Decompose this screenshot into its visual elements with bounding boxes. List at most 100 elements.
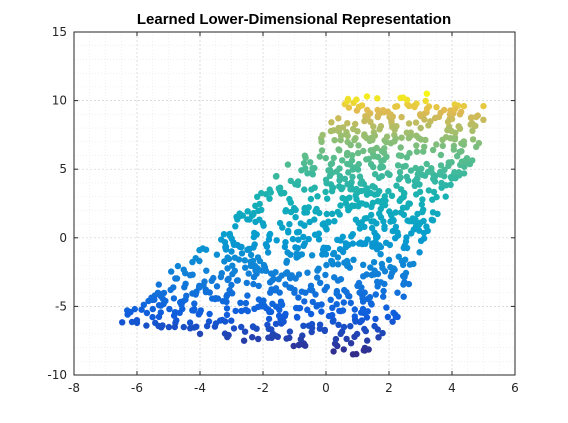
scatter-point <box>249 334 256 341</box>
scatter-point <box>374 283 381 290</box>
scatter-point <box>355 142 362 149</box>
scatter-point <box>287 199 294 206</box>
scatter-point <box>229 262 236 269</box>
scatter-point <box>293 313 301 321</box>
scatter-point <box>196 283 204 290</box>
scatter-point <box>276 289 283 296</box>
scatter-point <box>295 294 302 301</box>
scatter-point <box>309 165 316 172</box>
scatter-point <box>371 171 379 178</box>
scatter-point <box>383 133 391 140</box>
scatter-point <box>290 342 297 350</box>
scatter-point <box>251 229 258 237</box>
x-tick-label: -6 <box>131 381 143 395</box>
scatter-point <box>458 148 465 155</box>
scatter-point <box>212 320 220 327</box>
scatter-point <box>244 216 251 223</box>
scatter-point <box>355 203 362 210</box>
scatter-point <box>273 172 280 180</box>
scatter-point <box>243 279 250 287</box>
scatter-point <box>286 221 293 228</box>
scatter-point <box>442 193 449 200</box>
scatter-point <box>165 323 173 331</box>
scatter-point <box>429 209 437 216</box>
scatter-point <box>196 330 204 337</box>
scatter-point <box>340 299 347 306</box>
scatter-point <box>155 281 162 288</box>
scatter-point <box>268 326 275 333</box>
scatter-point <box>186 319 194 326</box>
scatter-point <box>336 147 343 154</box>
scatter-point <box>345 169 352 176</box>
scatter-point <box>170 284 177 291</box>
scatter-point <box>410 102 417 110</box>
scatter-point <box>371 267 378 274</box>
scatter-point <box>360 273 367 280</box>
x-tick-label: -8 <box>68 381 80 395</box>
scatter-point <box>276 306 283 313</box>
scatter-point <box>306 218 313 226</box>
scatter-point <box>383 304 390 311</box>
scatter-point <box>385 188 392 195</box>
scatter-point <box>241 257 248 264</box>
scatter-point <box>224 276 231 284</box>
scatter-point <box>234 216 241 223</box>
scatter-point <box>424 168 432 176</box>
scatter-point <box>309 171 316 178</box>
scatter-point <box>250 280 257 288</box>
scatter-point <box>372 234 380 241</box>
scatter-point <box>351 313 358 320</box>
scatter-point <box>275 312 283 319</box>
scatter-point <box>392 235 399 242</box>
scatter-point <box>301 298 308 305</box>
scatter-point <box>347 323 354 330</box>
scatter-point <box>281 189 288 197</box>
scatter-point <box>328 160 336 167</box>
scatter-point <box>170 295 178 302</box>
scatter-point <box>186 272 194 279</box>
scatter-point <box>358 102 366 109</box>
scatter-point <box>437 109 444 117</box>
scatter-point <box>177 299 184 306</box>
scatter-point <box>353 196 360 203</box>
scatter-point <box>311 231 319 238</box>
scatter-point <box>199 245 206 252</box>
scatter-point <box>174 262 182 270</box>
scatter-point <box>437 168 444 176</box>
scatter-point <box>356 225 364 232</box>
scatter-point <box>430 188 438 196</box>
scatter-point <box>256 257 264 265</box>
scatter-point <box>267 289 274 296</box>
scatter-points <box>119 90 487 358</box>
scatter-point <box>429 196 436 203</box>
scatter-point <box>391 138 398 145</box>
scatter-point <box>360 180 368 188</box>
scatter-point <box>362 240 369 247</box>
scatter-point <box>325 312 333 320</box>
scatter-point <box>398 195 405 202</box>
scatter-point <box>325 219 332 226</box>
scatter-point <box>300 341 307 348</box>
scatter-point <box>336 165 343 172</box>
scatter-point <box>295 228 303 236</box>
scatter-point <box>412 119 420 126</box>
scatter-point <box>417 111 424 118</box>
scatter-point <box>468 114 475 121</box>
scatter-point <box>168 268 175 275</box>
scatter-point <box>329 184 336 192</box>
scatter-point <box>244 208 251 215</box>
scatter-point <box>298 288 305 295</box>
scatter-point <box>322 271 329 279</box>
scatter-point <box>340 346 347 353</box>
scatter-point <box>305 204 312 211</box>
scatter-point <box>343 289 350 296</box>
scatter-point <box>328 119 335 126</box>
scatter-point <box>301 222 308 229</box>
scatter-point <box>331 137 338 144</box>
scatter-point <box>226 230 233 238</box>
scatter-point <box>224 265 231 272</box>
scatter-point <box>315 265 322 272</box>
scatter-point <box>442 134 450 141</box>
scatter-point <box>254 303 262 311</box>
